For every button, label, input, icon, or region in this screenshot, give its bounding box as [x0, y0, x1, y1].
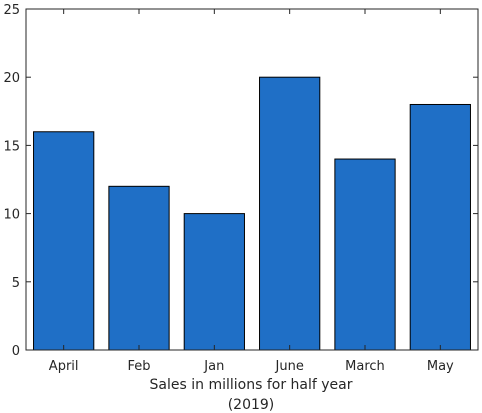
x-tick-label: April [49, 359, 79, 374]
y-tick-label: 25 [3, 3, 20, 18]
bar-april [33, 131, 95, 351]
x-tick-label: Feb [127, 359, 150, 374]
x-tick-label: May [427, 359, 454, 374]
bar-may [409, 103, 471, 351]
bars-group [33, 76, 471, 351]
x-tick-labels: April Feb Jan June March May [49, 359, 454, 374]
bar-feb [108, 185, 170, 351]
plot-frame [25, 8, 479, 351]
x-tick-label: Jan [203, 359, 224, 374]
y-tick-label: 5 [12, 276, 20, 291]
axes-group [25, 8, 479, 351]
y-tick-label: 10 [3, 208, 20, 223]
y-tick-label: 0 [12, 344, 20, 359]
bar-jan [183, 213, 245, 351]
bar-march [334, 158, 396, 351]
y-tick-labels: 0 5 10 15 20 25 [3, 3, 20, 359]
y-tick-label: 20 [3, 71, 20, 86]
x-tick-label: March [345, 359, 385, 374]
x-axis-label-line1: Sales in millions for half year [150, 377, 353, 393]
bar-june [259, 76, 321, 351]
x-axis-label-line2: (2019) [228, 397, 275, 413]
y-tick-label: 15 [3, 139, 20, 154]
x-tick-label: June [275, 359, 304, 374]
